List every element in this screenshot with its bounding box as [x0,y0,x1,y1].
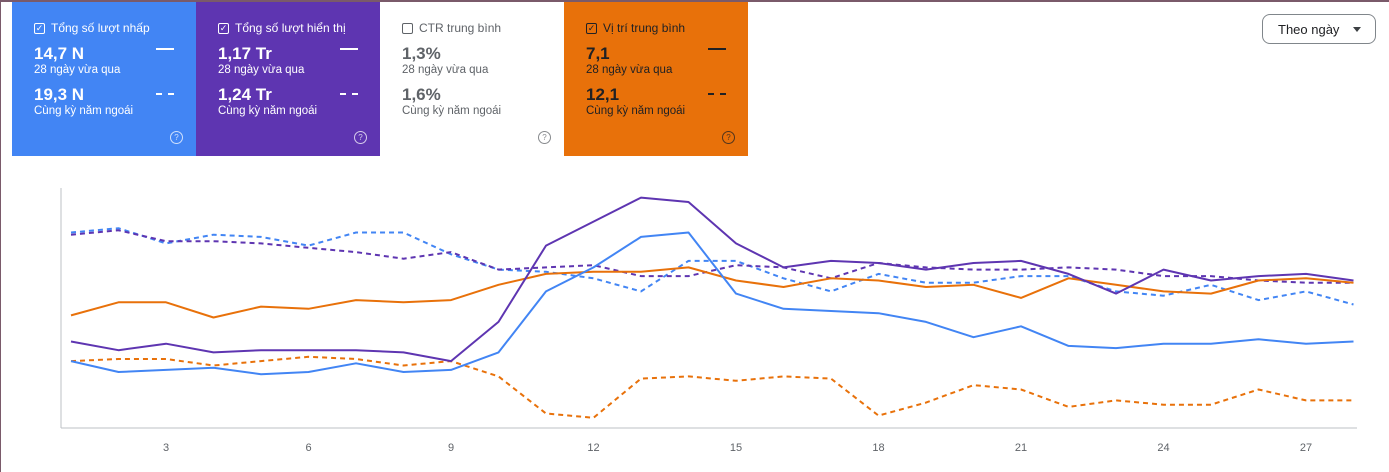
series-line-position-prev[interactable] [70,355,1354,419]
x-tick-label: 24 [1157,442,1169,454]
dashed-line-legend-icon [340,93,358,95]
current-period-label: 28 ngày vừa qua [34,64,121,76]
x-tick-label: 6 [305,442,311,454]
current-value: 7,1 [586,44,610,63]
solid-line-legend-icon [340,48,358,50]
dashed-line-legend-icon [156,93,174,95]
previous-value: 1,6% [402,85,441,104]
card-total-impressions[interactable]: ✓ Tổng số lượt hiển thị 1,17 Tr 28 ngày v… [196,2,380,156]
card-title: Tổng số lượt nhấp [51,21,150,35]
help-icon[interactable]: ? [722,131,735,144]
checkbox-icon[interactable]: ✓ [34,22,45,34]
help-icon[interactable]: ? [354,131,367,144]
previous-period-label: Cùng kỳ năm ngoái [218,105,318,117]
series-line-position[interactable] [70,266,1354,319]
current-period-label: 28 ngày vừa qua [402,64,489,76]
series-line-impressions-prev[interactable] [70,229,1354,284]
caret-down-icon [1353,27,1361,32]
previous-value: 19,3 N [34,85,85,104]
solid-line-legend-icon [708,48,726,50]
help-icon[interactable]: ? [170,131,183,144]
series-line-impressions[interactable] [70,196,1354,363]
granularity-dropdown[interactable]: Theo ngày [1262,14,1376,44]
current-value: 14,7 N [34,44,85,63]
previous-period-label: Cùng kỳ năm ngoái [402,105,502,117]
metric-cards: ✓ Tổng số lượt nhấp 14,7 N 28 ngày vừa qu… [12,2,748,156]
solid-line-legend-icon [156,48,174,50]
card-title: Tổng số lượt hiển thị [235,21,346,35]
card-total-clicks[interactable]: ✓ Tổng số lượt nhấp 14,7 N 28 ngày vừa qu… [12,2,196,156]
checkbox-icon[interactable]: ✓ [586,22,597,34]
x-tick-label: 3 [163,442,169,454]
current-period-label: 28 ngày vừa qua [218,64,305,76]
card-average-position[interactable]: ✓ Vị trí trung bình 7,1 28 ngày vừa qua 1… [564,2,748,156]
card-title: Vị trí trung bình [603,21,686,35]
card-title: CTR trung bình [419,21,502,35]
previous-value: 1,24 Tr [218,85,272,104]
x-tick-label: 18 [872,442,884,454]
dashed-line-legend-icon [708,93,726,95]
series-line-clicks[interactable] [70,231,1354,376]
checkbox-icon[interactable]: ✓ [218,22,229,34]
x-tick-label: 12 [587,442,599,454]
checkbox-icon[interactable] [402,22,413,34]
window-top-border [1,0,1389,2]
x-tick-label: 27 [1300,442,1312,454]
current-value: 1,17 Tr [218,44,272,63]
previous-value: 12,1 [586,85,620,104]
plot-area: 3 6 9 12 15 18 21 24 27 [60,188,1357,454]
x-tick-label: 9 [448,442,454,454]
previous-period-label: Cùng kỳ năm ngoái [586,105,686,117]
current-period-label: 28 ngày vừa qua [586,64,673,76]
card-average-ctr[interactable]: CTR trung bình 1,3% 28 ngày vừa qua 1,6%… [380,2,564,156]
dropdown-label: Theo ngày [1278,21,1340,37]
current-value: 1,3% [402,44,441,63]
help-icon[interactable]: ? [538,131,551,144]
series-line-clicks-prev[interactable] [70,227,1354,306]
previous-period-label: Cùng kỳ năm ngoái [34,105,134,117]
x-tick-label: 15 [730,442,742,454]
x-tick-label: 21 [1015,442,1027,454]
